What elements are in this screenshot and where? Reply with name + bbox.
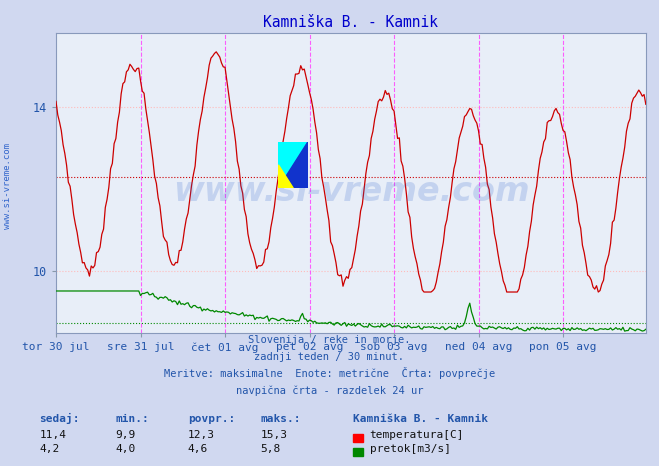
Text: maks.:: maks.:	[260, 414, 301, 424]
Text: 5,8: 5,8	[260, 444, 281, 454]
Text: zadnji teden / 30 minut.: zadnji teden / 30 minut.	[254, 352, 405, 362]
Text: Meritve: maksimalne  Enote: metrične  Črta: povprečje: Meritve: maksimalne Enote: metrične Črta…	[164, 367, 495, 379]
Polygon shape	[279, 142, 308, 188]
Text: 4,6: 4,6	[188, 444, 208, 454]
Text: sedaj:: sedaj:	[40, 413, 80, 424]
Text: www.si-vreme.com: www.si-vreme.com	[173, 175, 529, 208]
Text: www.si-vreme.com: www.si-vreme.com	[3, 144, 13, 229]
Text: 4,0: 4,0	[115, 444, 136, 454]
Text: 12,3: 12,3	[188, 430, 215, 440]
Text: pretok[m3/s]: pretok[m3/s]	[370, 444, 451, 454]
Polygon shape	[279, 165, 293, 188]
Text: 4,2: 4,2	[40, 444, 60, 454]
Text: min.:: min.:	[115, 414, 149, 424]
Title: Kamniška B. - Kamnik: Kamniška B. - Kamnik	[264, 15, 438, 30]
Text: Kamniška B. - Kamnik: Kamniška B. - Kamnik	[353, 414, 488, 424]
Text: povpr.:: povpr.:	[188, 414, 235, 424]
Text: 15,3: 15,3	[260, 430, 287, 440]
Polygon shape	[279, 142, 308, 188]
Text: 9,9: 9,9	[115, 430, 136, 440]
Text: temperatura[C]: temperatura[C]	[370, 430, 464, 440]
Text: Slovenija / reke in morje.: Slovenija / reke in morje.	[248, 335, 411, 344]
Text: 11,4: 11,4	[40, 430, 67, 440]
Text: navpična črta - razdelek 24 ur: navpična črta - razdelek 24 ur	[236, 386, 423, 396]
